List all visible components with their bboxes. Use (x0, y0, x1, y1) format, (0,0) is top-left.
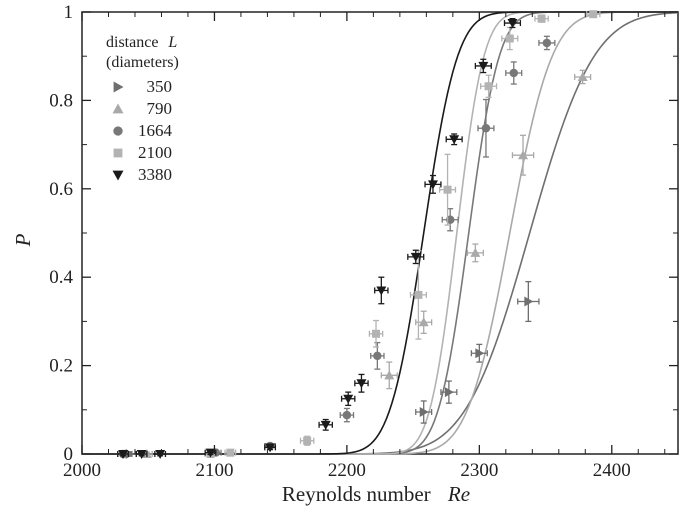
y-tick-label: 1 (64, 2, 74, 23)
data-point (470, 247, 481, 257)
y-tick-label: 0.4 (49, 267, 73, 288)
data-point (537, 14, 546, 23)
data-point (414, 290, 423, 299)
data-point (419, 407, 429, 418)
svg-text:Reynolds number Re: Reynolds number Re (282, 482, 470, 506)
legend-marker-2100 (113, 148, 123, 158)
data-points (117, 10, 601, 459)
legend-marker-790 (112, 103, 124, 114)
data-point (443, 185, 452, 194)
legend-label-2100: 2100 (138, 143, 172, 162)
legend-items: 350 790 1664 2100 3380 (112, 77, 173, 184)
data-point (542, 38, 552, 48)
data-point (372, 329, 381, 338)
fit-curve-3380 (82, 11, 678, 455)
data-point (478, 61, 489, 71)
y-tick-label: 0.6 (49, 179, 73, 200)
data-point (118, 450, 129, 459)
data-point (444, 387, 454, 398)
axes: 2000 2100 2200 2300 2400 0 0.2 0.4 0.6 0.8 1 (49, 2, 678, 481)
y-tick-label: 0 (64, 444, 74, 465)
x-tick-label: 2400 (593, 460, 631, 481)
svg-text:distance L: distance L (106, 34, 177, 51)
data-point (481, 123, 491, 133)
legend: distance L (diameters) 350 790 1664 2100 338… (106, 34, 179, 184)
legend-marker-350 (113, 81, 124, 93)
y-tick-label: 0.8 (49, 90, 73, 111)
data-point (155, 450, 166, 459)
data-point (507, 19, 518, 29)
data-point (303, 436, 312, 445)
legend-label-1664: 1664 (138, 121, 173, 140)
data-point (136, 450, 147, 459)
x-tick-label: 2200 (328, 460, 366, 481)
data-point (376, 286, 387, 296)
data-point (524, 296, 534, 307)
data-point (342, 410, 352, 420)
data-point (505, 34, 514, 43)
data-point (577, 71, 588, 81)
data-point (265, 443, 276, 453)
data-point (475, 348, 485, 359)
data-point (410, 252, 421, 262)
legend-title-line2: (diameters) (106, 54, 179, 71)
data-point (320, 420, 331, 430)
data-point (418, 317, 429, 327)
x-axis-variable: Re (447, 482, 470, 506)
legend-label-350: 350 (147, 77, 173, 96)
data-point (427, 180, 438, 190)
x-tick-label: 2000 (63, 460, 101, 481)
data-point (484, 82, 493, 91)
y-axis-title: P (11, 233, 35, 247)
legend-marker-3380 (112, 170, 124, 181)
y-tick-label: 0.2 (49, 356, 73, 377)
x-axis-title: Reynolds number (282, 482, 431, 506)
data-point (226, 448, 235, 457)
data-point (384, 370, 395, 380)
error-bar (374, 276, 389, 305)
data-point (449, 135, 460, 145)
data-point (509, 68, 519, 78)
data-point (589, 10, 598, 19)
x-tick-label: 2100 (195, 460, 233, 481)
data-point (343, 394, 354, 404)
legend-title-line1: distance (106, 34, 158, 51)
fit-curves (82, 11, 679, 455)
data-point (356, 379, 367, 389)
series-3380 (117, 17, 522, 459)
data-point (205, 448, 216, 458)
x-tick-label: 2300 (460, 460, 498, 481)
legend-marker-1664 (113, 126, 123, 136)
data-point (373, 351, 382, 361)
legend-label-790: 790 (147, 99, 173, 118)
legend-label-3380: 3380 (138, 165, 172, 184)
legend-title-var: L (167, 34, 177, 51)
data-point (518, 150, 529, 160)
series-1664 (117, 35, 556, 459)
